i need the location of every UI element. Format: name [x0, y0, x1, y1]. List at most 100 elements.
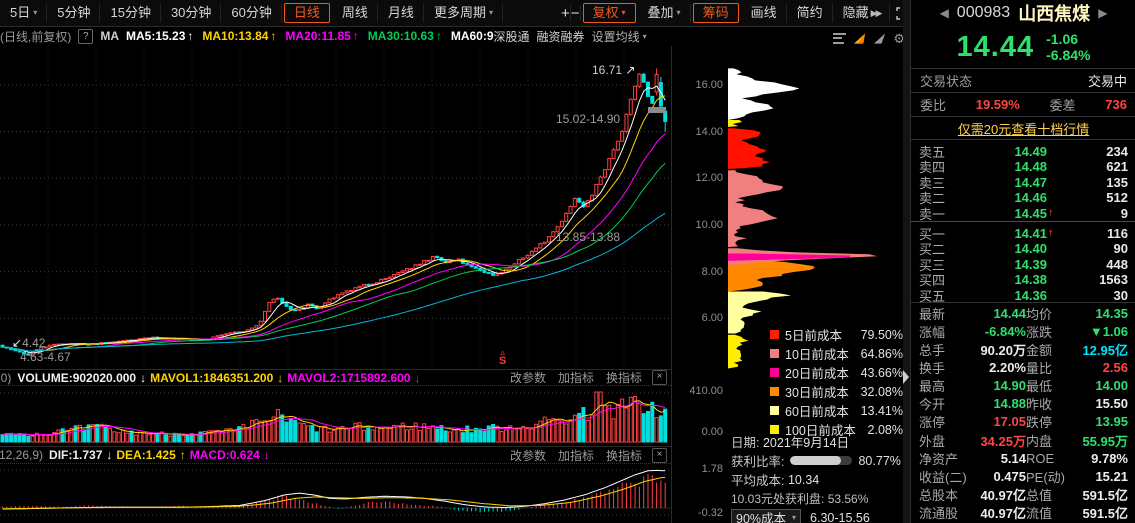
period-tab-3[interactable]: 15分钟: [100, 3, 161, 23]
book-level-label: 买二: [919, 242, 946, 258]
change-params-link[interactable]: 改参数: [509, 448, 546, 463]
down-arrow-icon: ↓: [106, 448, 113, 462]
close-icon[interactable]: ×: [652, 370, 667, 385]
book-price: 14.36: [1014, 287, 1047, 303]
macd-panel-links: 改参数 加指标 换指标: [509, 447, 642, 463]
period-tab-4[interactable]: 30分钟: [161, 3, 222, 23]
gray-flag-icon[interactable]: [873, 32, 886, 45]
period-tab-7[interactable]: 周线: [332, 3, 378, 23]
period-tab-6[interactable]: 日线: [283, 3, 330, 23]
order-book-row-asks-4: 卖二 14.46 512: [911, 188, 1135, 206]
prev-stock-icon[interactable]: ◀: [939, 6, 949, 20]
switch-indicator-link[interactable]: 换指标: [605, 371, 642, 385]
change-params-link[interactable]: 改参数: [509, 371, 546, 385]
down-arrow-icon: ↓: [277, 370, 284, 385]
trade-status-row: 交易状态 交易中: [911, 68, 1135, 92]
indicator-list-icon[interactable]: [833, 32, 846, 44]
weicha-value: 736: [1105, 97, 1127, 112]
zoom-in-button[interactable]: +: [560, 4, 571, 22]
annotation-gap-low: 4.63-4.67: [20, 350, 71, 364]
order-book-row-bids-3: 买三 14.39 448: [911, 255, 1135, 273]
order-book-row-bids-5: 买五 14.36 30: [911, 286, 1135, 304]
ma-settings-button[interactable]: 设置均线: [591, 29, 640, 44]
last-price: 14.44: [956, 30, 1035, 63]
legend-color-swatch: [770, 387, 779, 396]
gear-icon[interactable]: ⚙: [893, 30, 905, 46]
tool-button-5[interactable]: 简约: [787, 3, 833, 23]
candlestick-chart[interactable]: [0, 46, 671, 369]
book-level-label: 卖三: [919, 175, 946, 191]
volume-panel-links: 改参数 加指标 换指标: [509, 370, 642, 385]
volume-chart[interactable]: [0, 385, 671, 446]
close-icon[interactable]: ×: [652, 447, 667, 463]
tool-button-2[interactable]: 叠加 ▾: [638, 3, 691, 23]
stats-row: 净资产 5.14 ROE 9.78%: [911, 449, 1135, 467]
annotation-low: ↙4.42: [12, 336, 45, 350]
period-tab-1[interactable]: 5日 ▾: [0, 3, 48, 23]
period-tab-label: 60分钟: [231, 5, 272, 20]
price-tick: 10.00: [695, 219, 723, 231]
stat-value: 14.88: [993, 396, 1026, 412]
up-arrow-icon: ↑: [1048, 227, 1054, 240]
book-price: 14.49: [1014, 144, 1047, 159]
tool-button-1[interactable]: 复权 ▾: [582, 3, 636, 23]
stock-code: 000983: [956, 4, 1011, 21]
up-arrow-icon: ↑: [187, 29, 194, 43]
period-tab-8[interactable]: 月线: [378, 3, 424, 23]
yellow-flag-icon[interactable]: [853, 32, 866, 45]
period-tab-label: 5日: [10, 5, 31, 20]
period-tab-label: 日线: [293, 5, 320, 20]
price-axis: 16.00 14.00 12.00 10.00 8.00 6.00 410.00 0.00…: [671, 46, 729, 523]
period-tab-2[interactable]: 5分钟: [47, 3, 101, 23]
legend-label: 5日前成本: [785, 329, 842, 343]
legend-label: 30日前成本: [785, 386, 849, 400]
switch-indicator-link[interactable]: 换指标: [605, 448, 642, 463]
legend-value: 43.66%: [860, 365, 903, 380]
collapse-handle-icon[interactable]: [903, 370, 909, 384]
legend-label: 20日前成本: [785, 367, 849, 381]
help-icon[interactable]: ?: [78, 28, 94, 44]
zoom-out-button[interactable]: −: [570, 4, 581, 22]
stat-label: 外盘: [919, 433, 946, 449]
period-tab-label: 30分钟: [170, 5, 212, 20]
double-arrow-icon: ▶▶: [870, 8, 883, 18]
book-level-label: 卖一: [919, 206, 946, 222]
sell-signal-letter: S: [499, 355, 507, 367]
volume-value: VOLUME:902020.000: [17, 370, 137, 385]
add-indicator-link[interactable]: 加指标: [557, 448, 594, 463]
book-volume: 135: [1106, 174, 1128, 190]
add-indicator-link[interactable]: 加指标: [557, 371, 594, 385]
low-price-label: 4.42: [22, 336, 46, 350]
level2-promo-link[interactable]: 仅需20元查看十档行情: [957, 121, 1090, 137]
book-volume: 30: [1113, 287, 1128, 303]
quote-panel: ◀ 000983 山西焦煤 ▶ 14.44 -1.06 -6.84% 交易状态 交…: [910, 0, 1135, 523]
order-book-row-asks-2: 卖四 14.48 621: [911, 157, 1135, 175]
macd-chart[interactable]: [0, 463, 671, 523]
chip-distribution-chart[interactable]: [728, 46, 905, 523]
margin-trading-link[interactable]: 融资融券: [536, 29, 585, 44]
volume-axis-min: 0.00: [701, 426, 723, 438]
period-tab-5[interactable]: 60分钟: [221, 3, 282, 23]
cost-range-select[interactable]: 90%成本 ▾: [731, 509, 802, 523]
chevron-down-icon: ▾: [488, 8, 493, 17]
chip-legend-item: 30日前成本 32.08%: [770, 382, 903, 401]
stat-label: 金额: [1026, 343, 1053, 359]
bid-ask-ratio-row: 委比 19.59% 委差 736: [911, 92, 1135, 116]
stat-value: 12.95亿: [1082, 343, 1128, 359]
stat-value: 591.5亿: [1082, 505, 1128, 521]
stats-row: 最高 14.90 最低 14.00: [911, 376, 1135, 394]
tool-button-6[interactable]: 隐藏 ▶▶: [833, 3, 891, 23]
tool-button-3[interactable]: 筹码: [692, 3, 739, 23]
price-change-pct: -6.84%: [1046, 47, 1091, 63]
up-arrow-icon: ↑: [179, 448, 186, 462]
szhk-link[interactable]: 深股通: [493, 29, 530, 44]
next-stock-icon[interactable]: ▶: [1098, 6, 1108, 20]
order-book-row-asks-5: 卖一 14.45 ↑ 9: [911, 204, 1135, 222]
triangle-icon: ▵: [500, 347, 505, 357]
stats-row: 总手 90.20万 金额 12.95亿: [911, 340, 1135, 358]
period-tab-9[interactable]: 更多周期 ▾: [424, 3, 503, 23]
chip-date-label: 日期:: [731, 436, 760, 450]
tool-button-4[interactable]: 画线: [741, 3, 787, 23]
stat-label: 换手: [919, 361, 946, 377]
order-book-row-bids-4: 买四 14.38 1563: [911, 270, 1135, 288]
